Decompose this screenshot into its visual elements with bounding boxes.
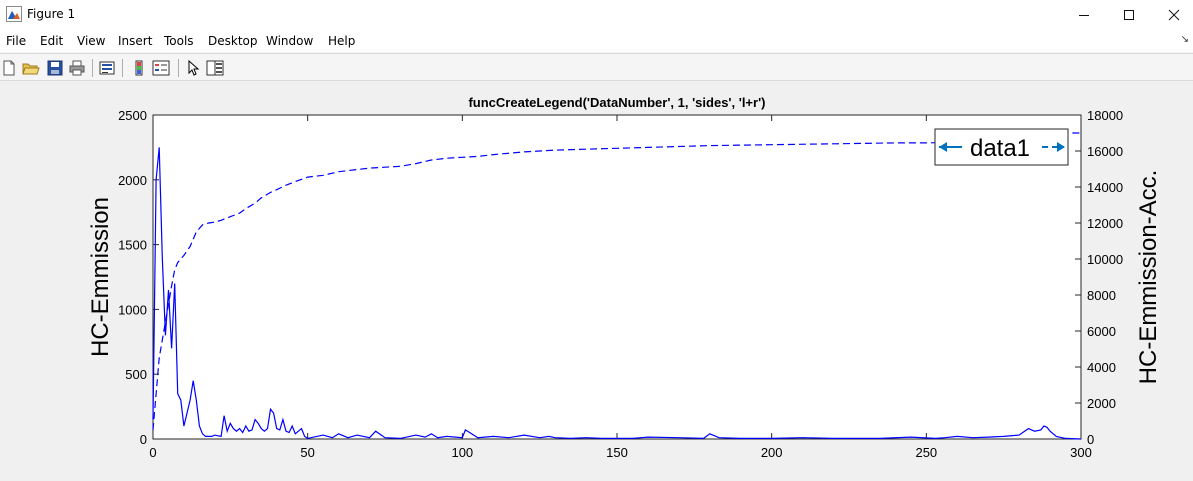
property-editor-icon[interactable] [206,59,224,77]
x-tick-label: 100 [451,445,473,460]
y-left-tick-label: 1000 [118,302,147,317]
legend-entry-label: data1 [970,135,1030,162]
maximize-button[interactable] [1106,0,1152,30]
legend-arrow-right-icon [1042,142,1065,152]
legend-arrow-left-icon [939,142,962,152]
y-left-tick-label: 1500 [118,238,147,253]
print-icon[interactable] [68,59,86,77]
print-preview-icon[interactable] [98,59,116,77]
menu-view[interactable]: View [77,34,106,48]
x-axis: 0 50 100 150 200 250 300 [149,115,1092,460]
y-right-tick-label: 6000 [1087,324,1116,339]
close-button[interactable] [1151,0,1193,30]
matlab-figure-icon [6,6,22,22]
legend[interactable]: data1 [934,128,1069,166]
series-line-accumulated [152,132,1081,431]
y-right-tick-label: 14000 [1087,180,1123,195]
pointer-icon[interactable] [184,59,202,77]
menu-edit[interactable]: Edit [40,34,64,48]
menu-bar: File Edit View Insert Tools Desktop Wind… [0,30,1193,52]
series-line-emission [152,147,1082,440]
colorbar-icon[interactable] [130,59,148,77]
y-left-tick-label: 500 [125,367,147,382]
y-axis-left: 0 500 1000 1500 2000 2500 [118,108,159,447]
y-left-tick-label: 0 [140,432,147,447]
y-right-tick-label: 2000 [1087,396,1116,411]
y-axis-right-label: HC-Emmission-Acc. [1135,170,1162,385]
title-bar[interactable]: Figure 1 [0,0,1193,30]
figure-canvas[interactable]: funcCreateLegend('DataNumber', 1, 'sides… [0,82,1193,481]
y-axis-left-label: HC-Emmission [87,197,114,357]
y-right-tick-label: 4000 [1087,360,1116,375]
dock-arrow-icon[interactable]: ↘ [1180,34,1189,45]
x-tick-label: 50 [300,445,314,460]
y-right-tick-label: 8000 [1087,288,1116,303]
new-figure-icon[interactable] [0,59,18,77]
maximize-icon [1124,10,1134,20]
y-axis-right: 0 2000 4000 6000 8000 10000 12000 14000 16000 180… [1075,108,1123,447]
minimize-icon [1079,15,1089,16]
x-tick-label: 150 [606,445,628,460]
open-file-icon[interactable] [22,59,40,77]
toolbar-separator [92,59,93,77]
window-title: Figure 1 [27,7,76,21]
line-chart: funcCreateLegend('DataNumber', 1, 'sides… [87,95,1162,460]
toolbar-separator [122,59,123,77]
y-right-tick-label: 18000 [1087,108,1123,123]
y-right-tick-label: 12000 [1087,216,1123,231]
x-tick-label: 200 [761,445,783,460]
y-right-tick-label: 0 [1087,432,1094,447]
y-right-tick-label: 10000 [1087,252,1123,267]
save-icon[interactable] [46,59,64,77]
y-left-tick-label: 2000 [118,173,147,188]
menu-desktop[interactable]: Desktop [208,34,258,48]
legend-icon[interactable] [152,59,170,77]
menu-window[interactable]: Window [266,34,314,48]
menu-tools[interactable]: Tools [164,34,194,48]
x-tick-label: 300 [1070,445,1092,460]
minimize-button[interactable] [1061,0,1107,30]
figure-toolbar [0,53,1193,81]
menu-help[interactable]: Help [328,34,356,48]
close-icon [1168,9,1180,21]
menu-file[interactable]: File [6,34,27,48]
toolbar-separator [178,59,179,77]
y-right-tick-label: 16000 [1087,144,1123,159]
menu-insert[interactable]: Insert [118,34,153,48]
x-tick-label: 0 [149,445,156,460]
chart-title: funcCreateLegend('DataNumber', 1, 'sides… [468,95,765,110]
y-left-tick-label: 2500 [118,108,147,123]
series-layer [152,132,1082,440]
x-tick-label: 250 [915,445,937,460]
